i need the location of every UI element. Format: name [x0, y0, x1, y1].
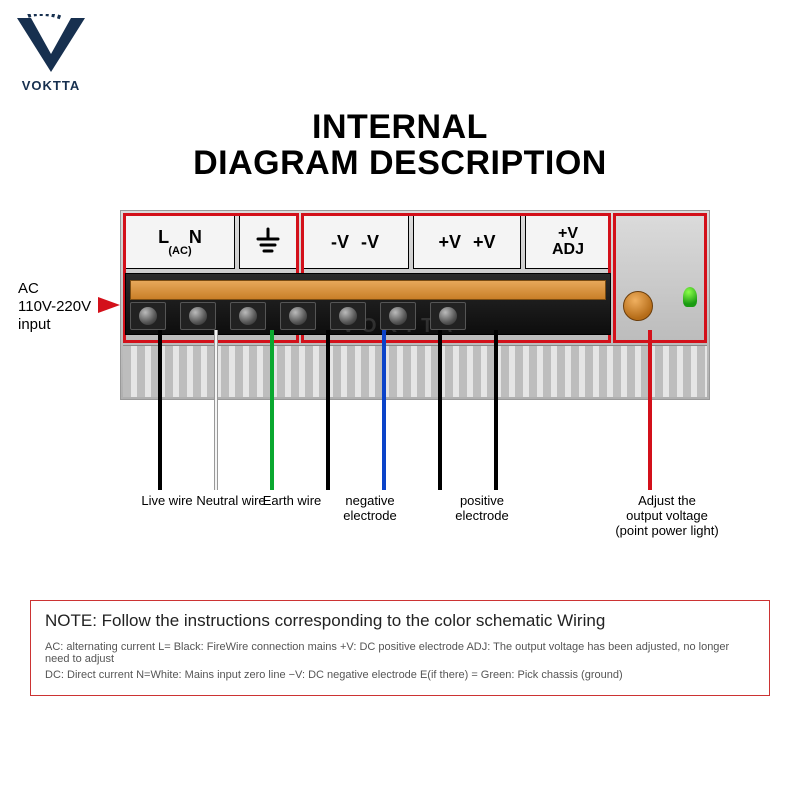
psu-vent-holes [123, 345, 707, 397]
terminal-screw [430, 302, 466, 330]
label-adj-voltage: Adjust the output voltage (point power l… [592, 494, 742, 539]
terminal-screw [230, 302, 266, 330]
wire-earth [270, 330, 274, 490]
wire-pos-1 [438, 330, 442, 490]
terminal-screw [130, 302, 166, 330]
power-led-icon [683, 287, 697, 307]
title-line-2: DIAGRAM DESCRIPTION [193, 144, 607, 182]
terminal-screw [330, 302, 366, 330]
note-body: AC: alternating current L= Black: FireWi… [45, 641, 755, 681]
note-row: AC: alternating current L= Black: FireWi… [45, 641, 755, 665]
wire-neutral [214, 330, 218, 490]
adjust-components [617, 281, 701, 331]
brand-logo: VOKTTA [14, 14, 88, 93]
wire-live [158, 330, 162, 490]
note-title: NOTE: Follow the instructions correspond… [45, 611, 755, 631]
ac-input-label: AC 110V-220V input [18, 280, 91, 334]
wire-neg-2 [382, 330, 386, 490]
note-box: NOTE: Follow the instructions correspond… [30, 600, 770, 696]
title-line-1: INTERNAL [312, 108, 488, 146]
terminal-screw [380, 302, 416, 330]
terminal-screw [180, 302, 216, 330]
psu-diagram: L N (AC) -V -V +V +V +V ADJ [120, 210, 710, 400]
wire-neg-1 [326, 330, 330, 490]
brand-name: VOKTTA [14, 78, 88, 93]
label-neg-electrode: negative electrode [320, 494, 420, 524]
terminal-screw [280, 302, 316, 330]
potentiometer-icon [623, 291, 653, 321]
ac-input-arrow [98, 297, 120, 313]
label-pos-electrode: positive electrode [432, 494, 532, 524]
page-title: INTERNAL DIAGRAM DESCRIPTION [0, 110, 800, 181]
terminal-block [125, 273, 611, 335]
wire-adj [648, 330, 652, 490]
note-row: DC: Direct current N=White: Mains input … [45, 669, 755, 681]
wire-pos-2 [494, 330, 498, 490]
